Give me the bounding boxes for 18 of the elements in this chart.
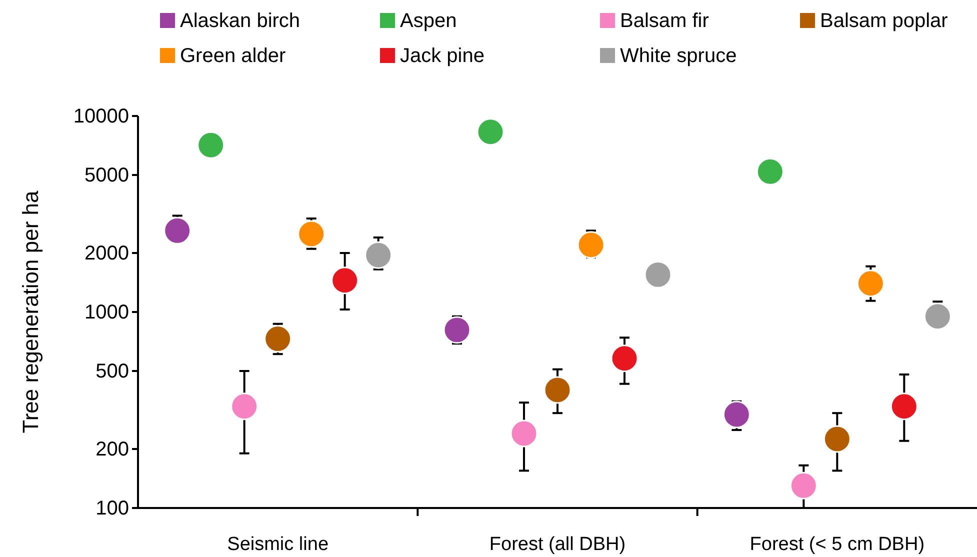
legend-label: White spruce	[620, 45, 737, 67]
legend-label: Green alder	[180, 45, 286, 67]
y-axis-title: Tree regeneration per ha	[18, 190, 43, 434]
y-tick-label: 10000	[73, 105, 129, 128]
y-tick-label: 200	[96, 438, 129, 460]
x-tick-label: Seismic line	[227, 534, 329, 555]
x-tick-label: Forest (all DBH)	[489, 534, 626, 555]
y-tick-label: 2000	[84, 242, 129, 264]
legend-label: Jack pine	[400, 45, 484, 67]
y-tick-label: 1000	[84, 301, 129, 324]
y-tick-label: 500	[96, 360, 129, 382]
y-tick-label: 100	[96, 497, 129, 520]
legend-label: Alaskan birch	[180, 10, 300, 32]
legend-label: Aspen	[400, 10, 457, 32]
legend-label: Balsam poplar	[820, 10, 948, 32]
y-tick-label: 5000	[84, 164, 129, 186]
x-tick-label: Forest (< 5 cm DBH)	[750, 534, 925, 555]
legend-label: Balsam fir	[620, 10, 710, 32]
